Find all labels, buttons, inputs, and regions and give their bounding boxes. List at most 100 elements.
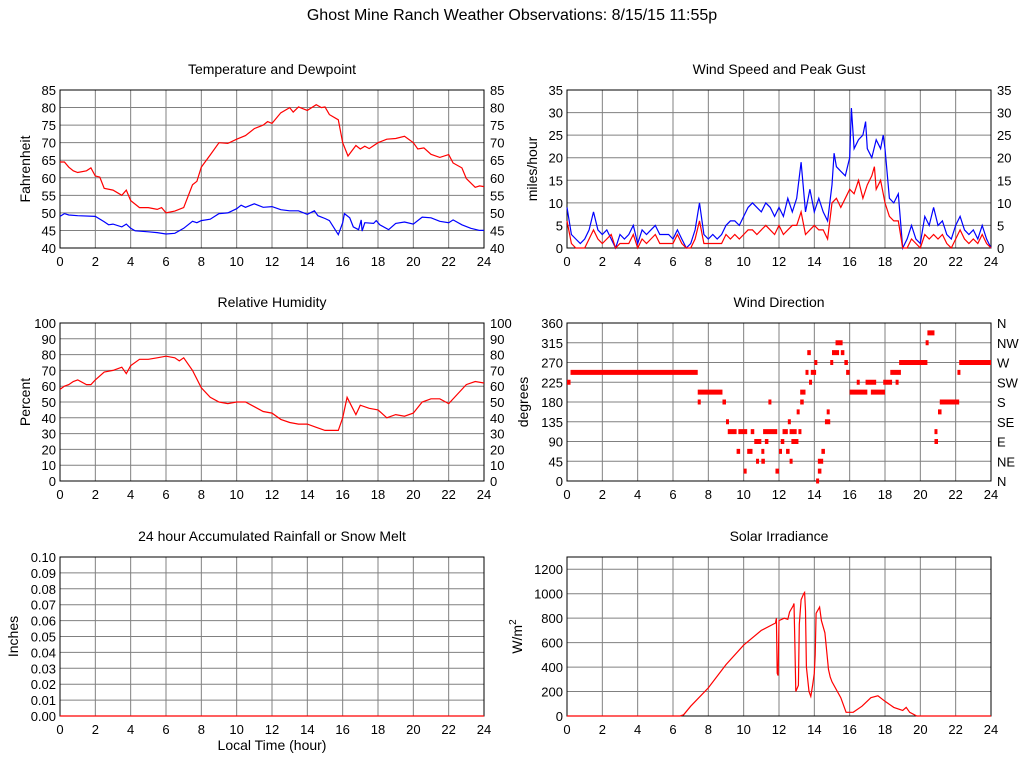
right-tick-label: SE [997, 415, 1015, 430]
y-tick-label: 70 [42, 136, 56, 151]
x-tick-label: 18 [371, 487, 385, 502]
x-tick-label: 20 [406, 487, 420, 502]
direction-point [789, 429, 797, 435]
y-tick-label: 135 [541, 415, 563, 430]
y-tick-label: 0 [556, 241, 563, 256]
right-tick-label: E [997, 435, 1006, 450]
y-tick-label: 200 [541, 685, 563, 700]
y-tick-label: 315 [541, 336, 563, 351]
right-tick-label: 10 [490, 458, 504, 473]
right-tick-label: 20 [490, 442, 504, 457]
y-axis-label: degrees [515, 377, 531, 428]
x-tick-label: 2 [599, 487, 606, 502]
y-tick-label: 70 [42, 363, 56, 378]
direction-point [870, 389, 885, 395]
y-tick-label: 10 [42, 458, 56, 473]
y-tick-label: 55 [42, 188, 56, 203]
y-tick-label: 800 [541, 611, 563, 626]
direction-point [750, 429, 755, 435]
x-tick-label: 0 [563, 487, 570, 502]
y-tick-label: 80 [42, 348, 56, 363]
chart-panel: 24 hour Accumulated Rainfall or Snow Mel… [5, 528, 491, 753]
x-tick-label: 16 [335, 254, 349, 269]
right-tick-label: 40 [490, 411, 504, 426]
series-line [59, 203, 484, 237]
right-tick-label: NW [997, 336, 1019, 351]
direction-point [816, 478, 820, 484]
direction-point [824, 419, 831, 425]
x-axis-label: Local Time (hour) [218, 737, 327, 753]
direction-point [814, 360, 818, 365]
right-tick-label: 65 [490, 153, 504, 168]
x-tick-label: 8 [198, 722, 205, 737]
x-tick-label: 6 [669, 722, 676, 737]
y-tick-label: 80 [42, 101, 56, 116]
y-tick-label: 600 [541, 636, 563, 651]
direction-point [779, 448, 782, 454]
y-tick-label: 90 [549, 435, 563, 450]
right-tick-label: 70 [490, 136, 504, 151]
right-tick-label: 15 [997, 173, 1011, 188]
direction-point [738, 429, 748, 435]
y-tick-label: 0.01 [31, 693, 56, 708]
y-tick-label: 45 [549, 454, 563, 469]
x-tick-label: 10 [736, 487, 750, 502]
series-line [59, 355, 485, 431]
direction-point [890, 369, 901, 375]
chart-title: Temperature and Dewpoint [188, 61, 356, 77]
x-tick-label: 12 [772, 254, 786, 269]
direction-point [807, 350, 811, 356]
plot-frame [566, 556, 992, 717]
direction-point [736, 448, 741, 454]
direction-point [934, 439, 938, 444]
x-tick-label: 8 [705, 487, 712, 502]
y-tick-label: 40 [42, 411, 56, 426]
y-tick-label: 5 [556, 218, 563, 233]
y-tick-label: 0.07 [31, 598, 56, 613]
series-line [567, 590, 991, 717]
x-tick-label: 22 [441, 487, 455, 502]
y-tick-label: 40 [42, 241, 56, 256]
x-tick-label: 18 [371, 722, 385, 737]
x-tick-label: 12 [772, 487, 786, 502]
x-tick-label: 8 [198, 487, 205, 502]
direction-point [763, 429, 778, 435]
x-tick-label: 24 [477, 487, 491, 502]
right-tick-label: 30 [490, 427, 504, 442]
direction-point [809, 379, 813, 385]
y-tick-label: 85 [42, 83, 56, 98]
y-tick-label: 10 [549, 196, 563, 211]
direction-point [959, 360, 991, 365]
right-tick-label: 50 [490, 395, 504, 410]
direction-point [782, 429, 788, 435]
right-tick-label: 75 [490, 118, 504, 133]
x-tick-label: 0 [56, 254, 63, 269]
x-tick-label: 2 [599, 254, 606, 269]
x-tick-label: 18 [878, 487, 892, 502]
right-tick-label: S [997, 395, 1006, 410]
y-tick-label: 0.06 [31, 614, 56, 629]
direction-point [856, 379, 860, 385]
x-tick-label: 14 [300, 722, 314, 737]
right-tick-label: 40 [490, 241, 504, 256]
y-tick-label: 30 [549, 106, 563, 121]
x-tick-label: 0 [563, 254, 570, 269]
direction-point [830, 360, 834, 365]
direction-point [789, 458, 793, 464]
x-tick-label: 24 [984, 722, 998, 737]
x-tick-label: 4 [127, 722, 134, 737]
direction-point [938, 409, 942, 415]
x-tick-label: 4 [634, 254, 641, 269]
x-tick-label: 0 [56, 487, 63, 502]
y-axis-label: Inches [5, 616, 21, 657]
right-tick-label: SW [997, 375, 1019, 390]
direction-point [939, 399, 960, 405]
x-tick-label: 20 [913, 722, 927, 737]
x-tick-label: 6 [669, 254, 676, 269]
x-tick-label: 16 [842, 722, 856, 737]
right-tick-label: 60 [490, 379, 504, 394]
x-tick-label: 10 [736, 722, 750, 737]
